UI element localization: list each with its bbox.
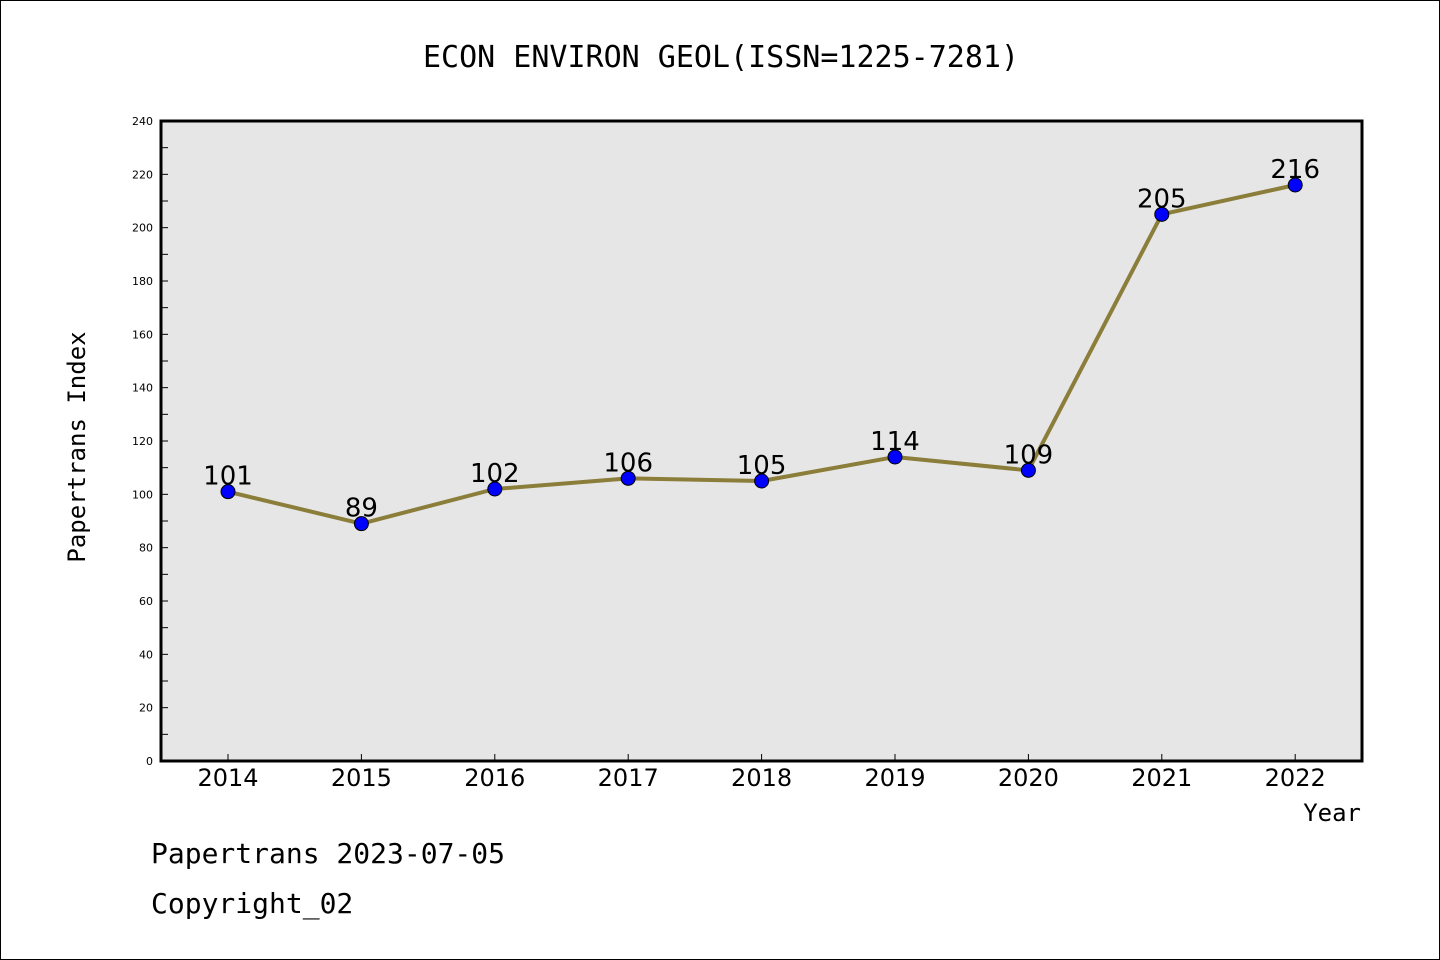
x-tick-label: 2017 bbox=[598, 764, 659, 792]
x-axis-title: Year bbox=[1303, 799, 1361, 827]
y-tick-label: 160 bbox=[132, 328, 153, 341]
data-label: 101 bbox=[203, 462, 253, 492]
y-tick-label: 120 bbox=[132, 435, 153, 448]
y-tick-label: 220 bbox=[132, 168, 153, 181]
y-axis: 0 20 40 60 80 100 120 140 160 180 200 220 240 bbox=[132, 115, 168, 768]
y-tick-label: 20 bbox=[139, 702, 153, 715]
data-label: 102 bbox=[470, 459, 520, 489]
footer-copyright: Copyright_02 bbox=[151, 887, 354, 920]
data-label: 109 bbox=[1004, 440, 1054, 470]
y-tick-label: 80 bbox=[139, 542, 153, 555]
y-tick-label: 140 bbox=[132, 382, 153, 395]
y-tick-label: 200 bbox=[132, 222, 153, 235]
x-tick-label: 2021 bbox=[1131, 764, 1192, 792]
data-point bbox=[487, 481, 503, 497]
data-point bbox=[1287, 177, 1303, 193]
data-label: 89 bbox=[345, 494, 378, 524]
y-tick-label: 180 bbox=[132, 275, 153, 288]
data-point bbox=[1020, 462, 1036, 478]
x-axis: 2014 2015 2016 2017 2018 2019 2020 2021 2022 bbox=[197, 754, 1326, 792]
y-tick-label: 100 bbox=[132, 488, 153, 501]
x-tick-label: 2015 bbox=[331, 764, 392, 792]
data-point bbox=[620, 470, 636, 486]
x-tick-label: 2018 bbox=[731, 764, 792, 792]
data-label: 114 bbox=[870, 427, 920, 457]
data-label: 106 bbox=[603, 448, 653, 478]
x-tick-label: 2014 bbox=[197, 764, 258, 792]
data-markers bbox=[220, 177, 1303, 532]
data-point bbox=[220, 484, 236, 500]
plot-area bbox=[159, 119, 1364, 763]
x-tick-label: 2020 bbox=[998, 764, 1059, 792]
y-axis-title: Papertrans Index bbox=[63, 331, 91, 562]
x-tick-label: 2019 bbox=[864, 764, 925, 792]
y-tick-label: 0 bbox=[146, 755, 153, 768]
data-label: 205 bbox=[1137, 184, 1187, 214]
x-tick-label: 2022 bbox=[1265, 764, 1326, 792]
y-tick-label: 40 bbox=[139, 648, 153, 661]
chart-title: ECON ENVIRON GEOL(ISSN=1225-7281) bbox=[423, 40, 1019, 75]
y-tick-label: 240 bbox=[132, 115, 153, 128]
data-labels: 101 89 102 106 105 114 109 205 216 bbox=[203, 155, 1320, 524]
data-point bbox=[1154, 206, 1170, 222]
y-tick-label: 60 bbox=[139, 595, 153, 608]
data-label: 216 bbox=[1270, 155, 1320, 185]
data-label: 105 bbox=[737, 451, 787, 481]
x-tick-label: 2016 bbox=[464, 764, 525, 792]
data-point bbox=[887, 449, 903, 465]
data-point bbox=[754, 473, 770, 489]
data-point bbox=[353, 516, 369, 532]
footer-date: Papertrans 2023-07-05 bbox=[151, 837, 506, 870]
